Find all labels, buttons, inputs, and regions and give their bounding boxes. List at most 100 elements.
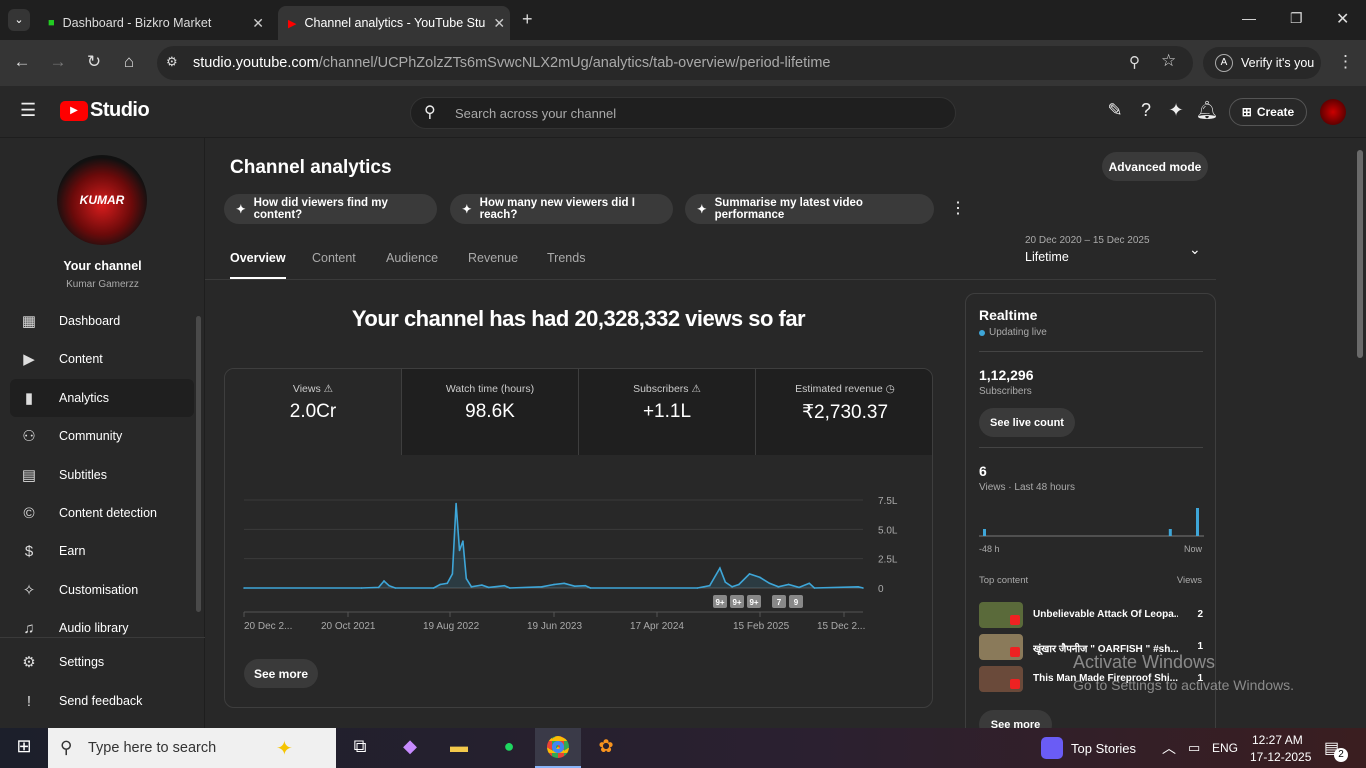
your-channel-label[interactable]: Your channel [63, 259, 142, 273]
sidebar-item-subtitles[interactable]: ▤ Subtitles [10, 456, 194, 494]
help-icon[interactable]: ? [1140, 100, 1151, 120]
chevron-down-icon[interactable]: ⌄ [1189, 241, 1201, 257]
video-marker[interactable] [713, 595, 727, 608]
views-chart[interactable]: 0 2.5L 5.0L 7.5L 20 Dec 2... 20 Oct 2021 19 Au… [225, 455, 933, 708]
close-tab-icon[interactable]: ✕ [252, 14, 264, 31]
feedback-chat-icon[interactable]: ✎ [1107, 100, 1123, 120]
site-info-icon[interactable]: ⚙ [166, 54, 178, 69]
close-tab-icon[interactable]: ✕ [493, 14, 506, 31]
video-marker[interactable] [730, 595, 744, 608]
spotify-icon[interactable]: ● [503, 736, 515, 756]
studio-logo[interactable]: Studio [90, 99, 150, 121]
clock-date[interactable]: 17-12-2025 [1250, 750, 1312, 764]
search-placeholder: Search across your channel [455, 105, 617, 121]
realtime-bar-chart [979, 508, 1204, 537]
data-point [738, 583, 740, 586]
sparkle-icon[interactable]: ✦ [1168, 100, 1184, 120]
sidebar-item-send-feedback[interactable]: ! Send feedback [10, 682, 194, 720]
sidebar-item-community[interactable]: ⚇ Community [10, 417, 194, 455]
top-content-item[interactable]: This Man Made Fireproof Shi... 1 [979, 666, 1203, 692]
bookmark-star-icon[interactable]: ☆ [1161, 51, 1177, 70]
see-more-button[interactable]: See more [244, 659, 318, 688]
sidebar-item-audio-library[interactable]: ♫ Audio library [10, 609, 194, 647]
sidebar-scrollbar[interactable] [196, 316, 201, 612]
search-icon: ⚲ [60, 738, 73, 757]
more-options-icon[interactable]: ⋮ [950, 200, 966, 217]
network-icon[interactable]: ▭ [1188, 740, 1201, 755]
clock-time[interactable]: 12:27 AM [1252, 733, 1303, 747]
language-indicator[interactable]: ENG [1212, 741, 1239, 755]
metric-label: Views [292, 383, 321, 395]
video-marker[interactable] [747, 595, 761, 608]
views-line[interactable] [244, 503, 864, 589]
hamburger-menu-icon[interactable]: ☰ [20, 100, 37, 120]
tab-trends[interactable]: Trends [547, 251, 586, 265]
home-icon[interactable]: ⌂ [123, 52, 135, 71]
data-point [377, 586, 380, 589]
top-content-item[interactable]: खूंखार जैपनीज " OARFISH " #sh... 1 [979, 634, 1203, 660]
tab-audience[interactable]: Audience [386, 251, 439, 265]
youtube-logo-icon[interactable]: ▶ [60, 101, 88, 121]
back-icon[interactable]: ← [13, 52, 31, 71]
news-widget-icon[interactable] [1041, 737, 1063, 759]
ask-chip-3[interactable]: ✦ Summarise my latest video performance [685, 194, 934, 224]
ask-chip-2[interactable]: ✦ How many new viewers did I reach? [450, 194, 673, 224]
feedback-icon: ! [26, 692, 32, 710]
browser-tab-analytics[interactable]: ▶ Channel analytics - YouTube Stu ✕ [278, 6, 510, 40]
metric-revenue[interactable]: Estimated revenue ◷ ₹2,730.37 [756, 369, 932, 455]
windows-start-icon[interactable]: ⊞ [16, 736, 32, 756]
data-point [798, 586, 800, 589]
chrome-taskbar-button[interactable] [535, 728, 581, 768]
subscriber-count: 1,12,296 [979, 367, 1034, 383]
sidebar-item-dashboard[interactable]: ▦ Dashboard [10, 302, 194, 340]
period-selector[interactable]: Lifetime [1025, 250, 1069, 264]
create-button[interactable]: ⊞ Create [1229, 98, 1307, 126]
reload-icon[interactable]: ↻ [86, 52, 102, 71]
zoom-icon[interactable]: ⚲ [1129, 54, 1140, 71]
video-marker[interactable] [772, 595, 786, 608]
metric-watch-time[interactable]: Watch time (hours) 98.6K [402, 369, 579, 455]
restore-icon[interactable]: ❐ [1290, 10, 1303, 26]
sidebar-item-content[interactable]: ▶ Content [10, 340, 194, 378]
taskbar-search-input[interactable]: Type here to search [48, 728, 336, 768]
browser-tab-dashboard[interactable]: ■ Dashboard - Bizkro Market ✕ [38, 6, 274, 40]
minimize-icon[interactable]: — [1242, 10, 1256, 26]
sidebar-item-customisation[interactable]: ✧ Customisation [10, 571, 194, 609]
task-view-icon[interactable]: ⧉ [353, 736, 367, 756]
new-tab-icon[interactable]: + [522, 9, 533, 29]
file-explorer-icon[interactable]: ▬ [450, 736, 468, 756]
axis-start: -48 h [979, 544, 1000, 554]
y-tick-label: 5.0L [878, 525, 898, 536]
fl-studio-icon[interactable]: ✿ [598, 736, 614, 756]
see-live-count-button[interactable]: See live count [979, 408, 1075, 437]
warning-icon: ⚠ [323, 383, 334, 395]
menu-dots-icon[interactable]: ⋮ [1337, 52, 1354, 71]
tab-search-button[interactable]: ⌄ [8, 9, 30, 31]
top-content-item[interactable]: Unbelievable Attack Of Leopa... 2 [979, 602, 1203, 628]
tab-revenue[interactable]: Revenue [468, 251, 519, 265]
copilot-icon[interactable]: ◆ [403, 736, 417, 756]
tab-content[interactable]: Content [312, 251, 356, 265]
sidebar-item-settings[interactable]: ⚙ Settings [10, 643, 194, 681]
ask-chip-1[interactable]: ✦ How did viewers find my content? [224, 194, 437, 224]
video-marker[interactable] [789, 595, 803, 608]
data-point [394, 587, 397, 589]
forward-icon[interactable]: → [49, 52, 67, 71]
account-avatar[interactable] [1320, 99, 1346, 125]
tab-overview[interactable]: Overview [230, 251, 286, 279]
search-input[interactable]: Search across your channel [410, 97, 956, 129]
notifications-bell-icon[interactable]: 🔔︎ [1195, 100, 1219, 120]
sidebar-item-earn[interactable]: $ Earn [10, 532, 194, 570]
metric-subscribers[interactable]: Subscribers ⚠ +1.1L [579, 369, 756, 455]
chevron-up-icon[interactable]: ︿ [1162, 740, 1176, 756]
channel-avatar[interactable]: KUMAR [57, 155, 147, 245]
url-input[interactable]: studio.youtube.com/channel/UCPhZolzZTs6m… [157, 46, 1193, 80]
top-stories[interactable]: Top Stories [1071, 741, 1137, 756]
verify-button[interactable]: A Verify it's you [1203, 47, 1321, 79]
metric-views[interactable]: Views ⚠ 2.0Cr [225, 369, 402, 455]
sidebar-item-content-detection[interactable]: © Content detection [10, 494, 194, 532]
page-scrollbar[interactable] [1357, 150, 1363, 358]
advanced-mode-button[interactable]: Advanced mode [1102, 152, 1208, 181]
close-window-icon[interactable]: ✕ [1336, 11, 1350, 28]
sidebar-item-analytics[interactable]: ▮ Analytics [10, 379, 194, 417]
